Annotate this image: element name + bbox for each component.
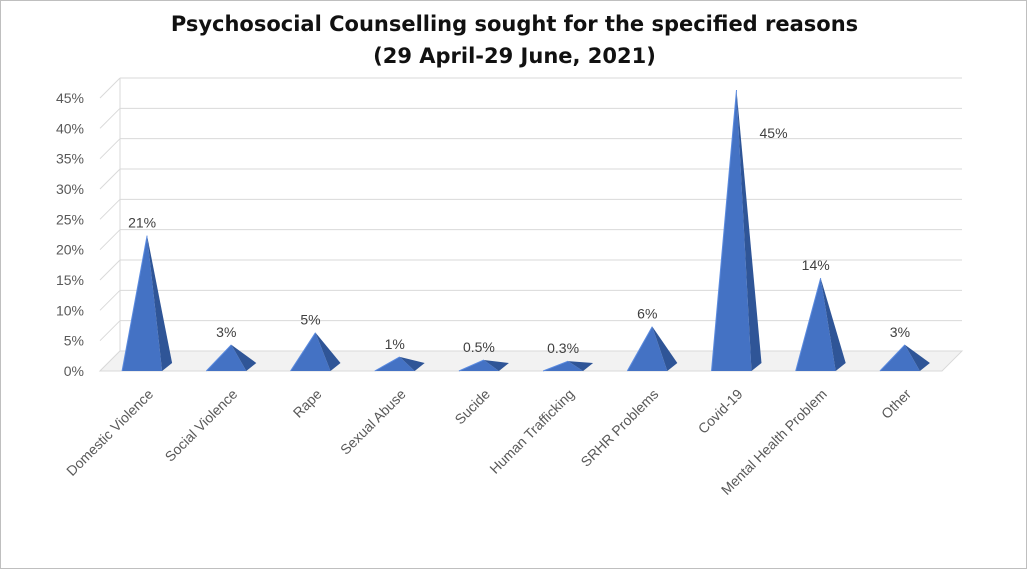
x-category-label: Other [878,386,914,422]
x-category-label: Human Trafficking [486,386,577,477]
chart-subtitle: (29 April-29 June, 2021) [373,44,656,68]
pyramid-side [231,344,257,371]
pyramid-side [147,235,173,371]
gridline-side [99,229,121,251]
gridline-side [99,320,121,342]
x-category-label: SRHR Problems [577,386,661,470]
pyramid-side [483,359,509,371]
pyramid-side [820,278,846,371]
x-category-label: Covid-19 [695,386,746,437]
y-tick-label: 15% [56,272,84,288]
gridline-side [99,168,121,190]
pyramid-front [543,361,584,371]
data-label: 6% [637,306,657,322]
data-label: 3% [216,324,236,340]
pyramid-edge [626,326,653,372]
data-label: 5% [300,312,320,328]
x-category-label: Rape [290,386,325,421]
data-label: 0.3% [547,340,579,356]
pyramid-front [795,278,836,371]
pyramid-front [711,90,752,371]
x-category-label: Sexual Abuse [337,386,409,458]
pyramid-side [568,361,594,371]
gridline-side [99,289,121,311]
gridline-side [99,259,121,281]
pyramid-edge [542,360,569,372]
data-label: 21% [128,215,156,231]
pyramid-side [399,356,425,371]
y-tick-label: 45% [56,90,84,106]
pyramid-side [904,344,930,371]
pyramid-front [374,356,415,371]
pyramid-edge [879,344,906,372]
pyramid-edge [711,89,737,372]
x-category-label: Domestic Violence [63,386,156,479]
pyramid-front [290,332,331,371]
chart-title: Psychosocial Counselling sought for the … [170,12,859,36]
x-category-label: Social Violence [162,386,241,465]
pyramid-edge [205,344,232,372]
data-label: 45% [760,125,788,141]
pyramid-front [879,344,920,371]
pyramid-side [736,90,762,371]
y-tick-label: 25% [56,211,84,227]
pyramid-edge [795,277,822,372]
x-category-label: Sucide [451,386,493,428]
data-label: 14% [802,257,830,273]
gridline-side [99,77,121,99]
pyramid-front [206,344,247,371]
y-tick-label: 40% [56,120,84,136]
data-label: 1% [385,336,405,352]
pyramid-side [315,332,341,371]
pyramid-front [458,359,499,371]
y-tick-label: 35% [56,151,84,167]
pyramid-front [627,326,668,371]
pyramid-edge [290,332,316,372]
y-tick-label: 20% [56,242,84,258]
pyramid-edge [121,235,148,372]
pyramid-edge [374,356,400,372]
y-tick-label: 30% [56,181,84,197]
gridline-side [99,198,121,220]
y-tick-label: 10% [56,302,84,318]
data-label: 3% [890,324,910,340]
pyramid-edge [458,359,485,372]
pyramid-front [122,235,163,371]
gridline-side [99,107,121,129]
gridline-side [99,138,121,160]
y-tick-label: 5% [64,333,84,349]
data-label: 0.5% [463,339,495,355]
pyramid-side [652,326,678,371]
y-tick-label: 0% [64,363,84,379]
